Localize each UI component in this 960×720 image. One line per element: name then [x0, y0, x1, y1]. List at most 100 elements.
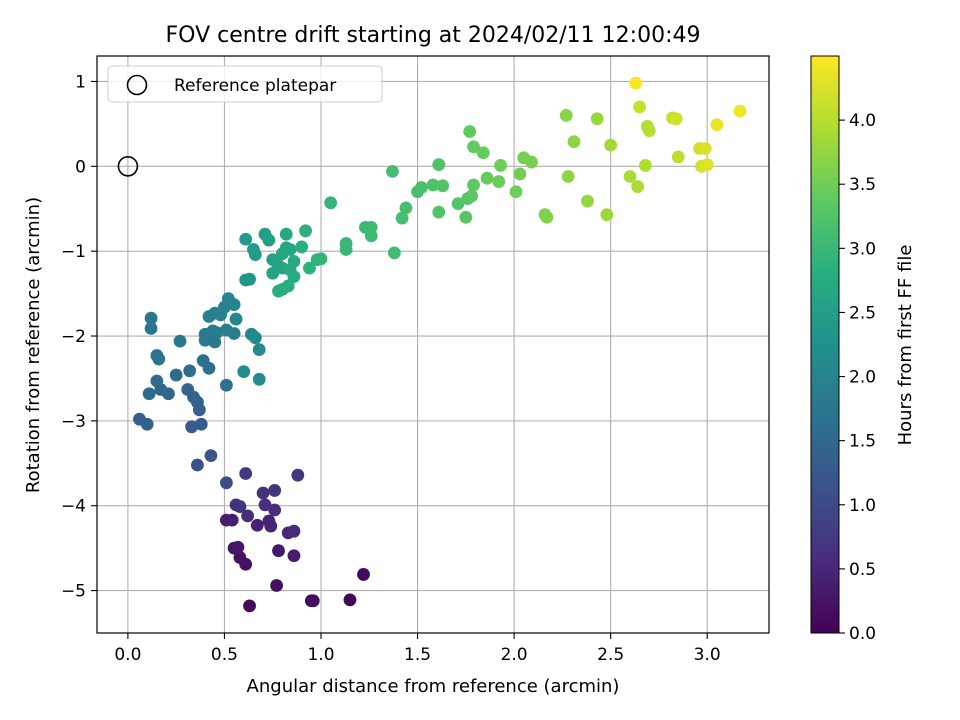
scatter-point — [144, 321, 158, 335]
scatter-point — [183, 364, 197, 378]
scatter-point — [142, 387, 156, 401]
scatter-point — [629, 76, 643, 90]
scatter-point — [196, 354, 210, 368]
y-axis-ticks: 1 0 −1 −2 −3 −4 −5 — [61, 72, 97, 602]
scatter-point — [671, 150, 685, 164]
scatter-point — [266, 266, 280, 280]
scatter-point — [299, 224, 312, 238]
scatter-point — [415, 181, 428, 194]
scatter-point — [256, 486, 270, 500]
chart-title: FOV centre drift starting at 2024/02/11 … — [166, 23, 701, 48]
scatter-point — [252, 372, 266, 386]
scatter-point — [476, 146, 490, 160]
legend: Reference platepar — [107, 65, 383, 103]
colorbar-gradient — [810, 55, 840, 634]
scatter-point — [432, 158, 446, 172]
scatter-point — [268, 484, 282, 497]
legend-marker — [126, 74, 148, 96]
scatter-point — [248, 331, 262, 345]
scatter-point — [710, 118, 724, 132]
scatter-point — [243, 599, 256, 613]
colorbar: 0.0 0.5 1.0 1.5 2.0 2.5 3.0 3.5 4.0 Hours from f… — [810, 55, 916, 644]
scatter-point — [631, 180, 645, 194]
plot-background — [97, 56, 769, 633]
x-tick-label: 0.5 — [211, 645, 238, 665]
scatter-point — [194, 417, 208, 431]
y-tick-label: −2 — [61, 327, 86, 347]
colorbar-tick-label: 3.5 — [849, 175, 876, 195]
scatter-point — [364, 229, 378, 243]
scatter-point — [227, 298, 241, 312]
scatter-point — [225, 513, 239, 527]
scatter-point — [291, 468, 305, 482]
y-tick-label: −5 — [61, 582, 86, 602]
scatter-point — [283, 243, 297, 256]
scatter-point — [173, 334, 187, 348]
x-tick-label: 1.5 — [404, 645, 431, 665]
scatter-point — [169, 368, 183, 382]
x-tick-label: 3.0 — [694, 645, 721, 665]
scatter-point — [239, 232, 253, 246]
scatter-points — [133, 76, 747, 613]
y-tick-label: −4 — [61, 497, 86, 517]
scatter-point — [303, 261, 316, 275]
y-tick-label: −1 — [61, 242, 86, 262]
scatter-point — [258, 498, 272, 512]
scatter-point — [600, 208, 614, 222]
scatter-point — [233, 551, 247, 564]
legend-box — [107, 65, 383, 103]
scatter-point — [287, 270, 301, 284]
scatter-point — [237, 365, 251, 379]
scatter-point — [633, 100, 647, 114]
scatter-point — [357, 568, 370, 581]
scatter-point — [241, 509, 255, 523]
scatter-point — [492, 175, 506, 188]
scatter-point — [210, 326, 224, 340]
scatter-point — [279, 227, 293, 241]
y-tick-label: 0 — [75, 157, 86, 177]
scatter-point — [623, 170, 637, 183]
scatter-point — [295, 240, 309, 254]
scatter-point — [233, 500, 247, 513]
scatter-point — [590, 112, 604, 126]
scatter-point — [525, 155, 538, 169]
reference-platepar-marker — [117, 156, 139, 177]
plot-frame — [96, 55, 770, 634]
scatter-point — [540, 210, 554, 224]
scatter-point — [324, 196, 338, 210]
scatter-point — [287, 549, 301, 563]
scatter-point — [436, 179, 450, 193]
scatter-point — [465, 189, 479, 203]
scatter-point — [243, 272, 256, 286]
scatter-point — [314, 252, 328, 266]
scatter-point — [250, 518, 264, 532]
scatter-point — [339, 243, 353, 256]
scatter-point — [239, 467, 253, 480]
scatter-point — [467, 140, 480, 154]
colorbar-tick-label: 1.5 — [849, 432, 876, 452]
scatter-point — [268, 503, 282, 517]
scatter-point — [185, 420, 199, 434]
y-tick-label: −3 — [61, 412, 86, 432]
scatter-point — [642, 124, 656, 138]
scatter-point — [698, 142, 712, 155]
scatter-point — [733, 104, 747, 118]
colorbar-tick-label: 4.0 — [849, 111, 876, 131]
x-tick-label: 1.0 — [307, 645, 334, 665]
scatter-point — [248, 248, 262, 261]
scatter-point — [252, 343, 266, 356]
y-axis-label: Rotation from reference (arcmin) — [23, 197, 44, 493]
scatter-point — [426, 178, 440, 192]
x-tick-label: 2.5 — [597, 645, 624, 665]
colorbar-tick-label: 1.0 — [849, 496, 876, 516]
plot-area: 0.0 0.5 1.0 1.5 2.0 2.5 3.0 1 0 −1 −2 −3 −4 −5 — [61, 55, 770, 665]
scatter-point — [306, 594, 320, 608]
scatter-point — [343, 593, 357, 607]
scatter-point — [229, 312, 243, 326]
scatter-point — [700, 158, 714, 172]
scatter-point — [227, 327, 241, 340]
scatter-point — [219, 378, 233, 392]
scatter-point — [219, 476, 233, 490]
y-tick-label: 1 — [75, 72, 86, 92]
scatter-point — [204, 449, 218, 463]
